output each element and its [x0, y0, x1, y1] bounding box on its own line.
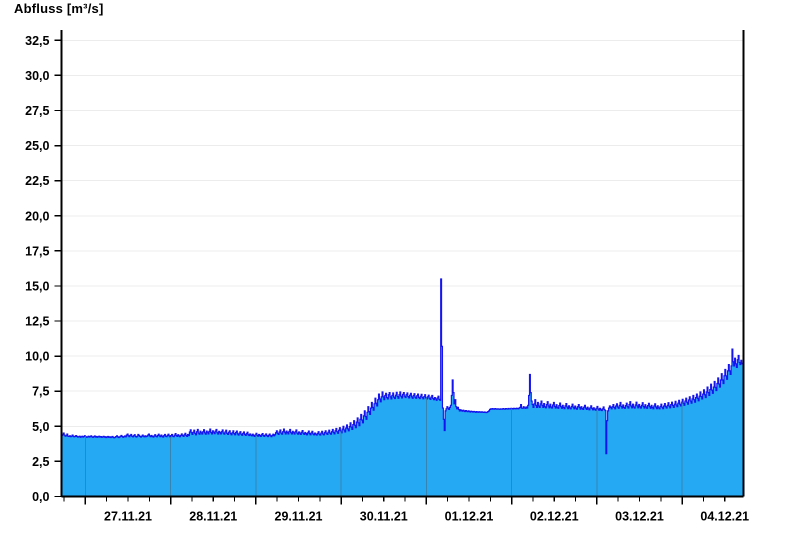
- y-tick-label: 30,0: [25, 69, 49, 83]
- series-line: [61, 278, 744, 455]
- y-tick-label: 5,0: [32, 420, 49, 434]
- y-axis-tick-labels: 0,0 2,5 5,0 7,5 10,0 12,5 15,0 17,5 20,0 22,5 25,0…: [25, 34, 49, 504]
- y-tick-label: 2,5: [32, 455, 49, 469]
- x-tick-label: 01.12.21: [445, 510, 494, 524]
- series-abfluss: [61, 278, 744, 497]
- y-tick-label: 7,5: [32, 385, 49, 399]
- y-tick-label: 27,5: [25, 104, 49, 118]
- y-tick-label: 10,0: [25, 350, 49, 364]
- x-tick-label: 27.11.21: [104, 510, 152, 524]
- x-tick-label: 30.11.21: [360, 510, 408, 524]
- x-axis-tick-labels: 27.11.21 28.11.21 29.11.21 30.11.21 01.12.21…: [104, 510, 749, 524]
- series-area-fill: [61, 278, 744, 497]
- x-tick-label: 28.11.21: [189, 510, 237, 524]
- axis-ticks: [54, 39, 726, 505]
- x-tick-label: 03.12.21: [615, 510, 664, 524]
- day-separators: [84, 397, 683, 497]
- y-tick-label: 22,5: [25, 174, 49, 188]
- y-tick-label: 15,0: [25, 279, 49, 293]
- y-tick-label: 12,5: [25, 315, 49, 329]
- y-tick-label: 0,0: [32, 490, 49, 504]
- chart-title: Abfluss [m³/s]: [14, 1, 104, 16]
- axis-lines: [60, 30, 745, 498]
- x-tick-label: 29.11.21: [275, 510, 323, 524]
- y-tick-label: 20,0: [25, 209, 49, 223]
- y-tick-label: 32,5: [25, 34, 49, 48]
- x-tick-label: 02.12.21: [530, 510, 579, 524]
- x-tick-label: 04.12.21: [700, 510, 749, 524]
- y-tick-label: 25,0: [25, 139, 49, 153]
- y-tick-label: 17,5: [25, 244, 49, 258]
